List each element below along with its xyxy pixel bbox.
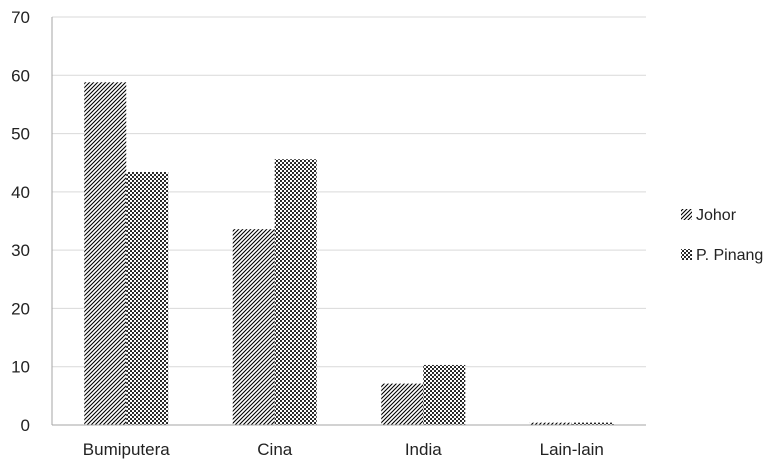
x-tick-label: Lain-lain: [540, 440, 604, 459]
bar-p-pinang-cina: [274, 159, 317, 425]
y-axis: 0 10 20 30 40 50 60 70: [11, 8, 53, 435]
y-tick-label: 50: [11, 125, 30, 144]
y-tick-label: 70: [11, 8, 30, 27]
bar-p-pinang-lain-lain: [571, 422, 614, 425]
x-tick-label: Cina: [257, 440, 293, 459]
legend-swatch-p-pinang: [681, 249, 692, 260]
x-tick-label: India: [405, 440, 442, 459]
x-axis: Bumiputera Cina India Lain-lain: [52, 424, 646, 459]
bars: [84, 82, 614, 425]
bar-p-pinang-india: [423, 364, 466, 425]
bar-johor-india: [381, 383, 424, 425]
y-tick-label: 10: [11, 358, 30, 377]
y-tick-label: 40: [11, 183, 30, 202]
legend-label: Johor: [696, 207, 737, 224]
y-tick-label: 60: [11, 66, 30, 85]
bar-p-pinang-bumiputera: [126, 172, 169, 425]
bar-johor-bumiputera: [84, 82, 127, 425]
y-tick-label: 30: [11, 241, 30, 260]
legend-label: P. Pinang: [696, 247, 763, 264]
bar-johor-lain-lain: [529, 422, 572, 425]
y-tick-label: 20: [11, 299, 30, 318]
bar-johor-cina: [232, 229, 275, 425]
y-tick-label: 0: [21, 416, 30, 435]
legend-swatch-johor: [681, 209, 692, 220]
x-tick-label: Bumiputera: [83, 440, 170, 459]
legend: Johor P. Pinang: [681, 207, 763, 264]
